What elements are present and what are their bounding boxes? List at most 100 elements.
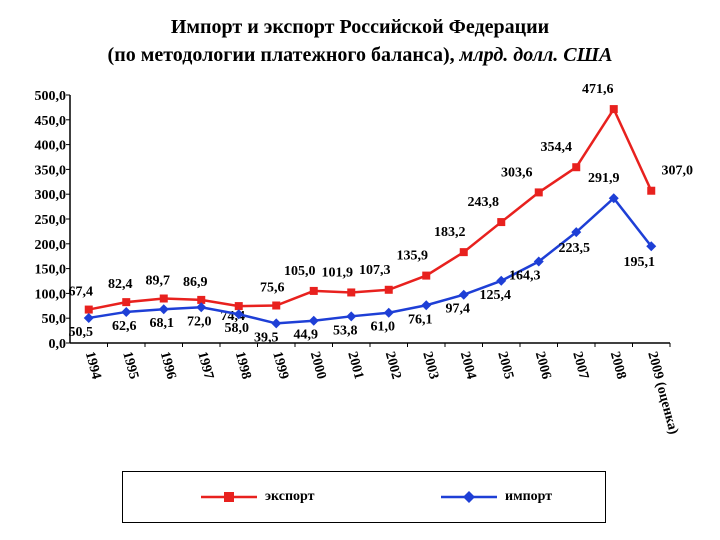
x-tick-label: 2001 — [344, 350, 366, 381]
x-tick-label: 2009 (оценка) — [644, 350, 681, 436]
chart-subtitle-plain: (по методологии платежного баланса), — [107, 44, 460, 66]
import-data-label: 76,1 — [408, 312, 433, 327]
export-data-label: 101,9 — [322, 265, 354, 280]
export-point — [84, 305, 93, 314]
x-tick-label: 2006 — [532, 350, 554, 381]
x-tick-label: 1995 — [119, 350, 141, 381]
import-point — [346, 311, 357, 322]
import-point — [458, 289, 469, 300]
export-point — [272, 301, 281, 310]
y-tick-label: 300,0 — [35, 188, 67, 203]
import-data-label: 58,0 — [225, 321, 250, 336]
import-data-label: 291,9 — [588, 171, 620, 186]
legend-export-marker — [201, 492, 257, 502]
import-data-label: 195,1 — [624, 255, 656, 270]
export-data-label: 471,6 — [582, 82, 614, 97]
legend-import-label: импорт — [505, 489, 553, 504]
import-point — [496, 275, 507, 286]
x-tick-label: 2007 — [569, 350, 591, 381]
y-tick-label: 200,0 — [35, 238, 67, 253]
export-data-label: 75,6 — [260, 281, 285, 296]
import-point — [383, 307, 394, 318]
legend-export-label: экспорт — [265, 489, 315, 504]
import-point — [271, 318, 282, 329]
chart-title: Импорт и экспорт Российской Федерации — [170, 16, 550, 38]
export-data-label: 183,2 — [434, 225, 466, 240]
x-tick-label: 2003 — [419, 350, 441, 381]
export-data-label: 82,4 — [108, 277, 133, 292]
export-point — [309, 286, 318, 295]
export-data-label: 89,7 — [146, 274, 171, 289]
export-point — [459, 248, 468, 257]
import-data-label: 97,4 — [446, 302, 471, 317]
x-tick-label: 2008 — [607, 350, 629, 381]
export-point — [384, 285, 393, 294]
series-line-import — [88, 196, 653, 325]
import-point — [421, 300, 432, 311]
import-point — [533, 256, 544, 267]
y-tick-label: 400,0 — [35, 139, 67, 154]
y-tick-label: 250,0 — [35, 213, 67, 228]
x-tick-label: 1998 — [232, 350, 254, 381]
export-data-label: 354,4 — [541, 140, 573, 155]
export-data-label: 135,9 — [397, 249, 429, 264]
import-point — [308, 315, 319, 326]
export-data-label: 105,0 — [284, 264, 316, 279]
y-tick-label: 350,0 — [35, 163, 67, 178]
x-tick-label: 2004 — [457, 350, 479, 381]
export-data-label: 243,8 — [468, 195, 500, 210]
export-data-label: 303,6 — [501, 165, 533, 180]
x-tick-label: 2002 — [382, 350, 404, 381]
x-tick-label: 1996 — [157, 350, 179, 381]
import-data-label: 39,5 — [254, 330, 279, 345]
import-data-label: 50,5 — [69, 325, 94, 340]
import-point — [83, 312, 94, 323]
x-tick-label: 1994 — [82, 350, 104, 381]
y-tick-label: 50,0 — [42, 312, 67, 327]
legend-item-import: импорт — [441, 489, 552, 505]
export-point — [122, 298, 131, 307]
export-data-label: 67,4 — [69, 285, 94, 300]
import-data-label: 125,4 — [480, 288, 512, 303]
chart-subtitle: (по методологии платежного баланса), млр… — [0, 44, 720, 67]
import-data-label: 61,0 — [371, 320, 396, 335]
export-point — [534, 188, 543, 197]
legend: экспорт импорт — [122, 471, 606, 523]
export-point — [197, 295, 206, 304]
x-tick-label: 2005 — [494, 350, 516, 381]
export-point — [497, 218, 506, 227]
export-point — [572, 163, 581, 172]
y-tick-label: 0,0 — [49, 337, 67, 352]
x-tick-label: 2000 — [307, 350, 329, 381]
legend-import-marker — [441, 491, 497, 503]
export-point — [609, 105, 618, 114]
import-point — [196, 302, 207, 313]
y-tick-label: 500,0 — [35, 89, 67, 104]
export-point — [422, 271, 431, 280]
y-tick-label: 150,0 — [35, 263, 67, 278]
import-data-label: 223,5 — [559, 241, 591, 256]
legend-item-export: экспорт — [201, 489, 315, 505]
y-tick-label: 450,0 — [35, 114, 67, 129]
x-tick-label: 1999 — [269, 350, 291, 381]
export-data-label: 86,9 — [183, 275, 208, 290]
import-data-label: 72,0 — [187, 314, 212, 329]
chart-subtitle-units: млрд. долл. США — [459, 44, 613, 66]
import-data-label: 68,1 — [150, 316, 175, 331]
import-data-label: 62,6 — [112, 319, 137, 334]
import-data-label: 44,9 — [294, 328, 319, 343]
import-data-label: 53,8 — [333, 323, 358, 338]
y-tick-label: 100,0 — [35, 287, 67, 302]
import-point — [121, 306, 132, 317]
export-data-label: 307,0 — [662, 164, 694, 179]
import-point — [608, 193, 619, 204]
export-point — [159, 294, 168, 303]
export-point — [347, 288, 356, 297]
import-point — [233, 309, 244, 320]
import-point — [646, 241, 657, 252]
import-data-label: 164,3 — [509, 269, 541, 284]
export-point — [647, 186, 656, 195]
import-point — [571, 227, 582, 238]
import-point — [158, 304, 169, 315]
